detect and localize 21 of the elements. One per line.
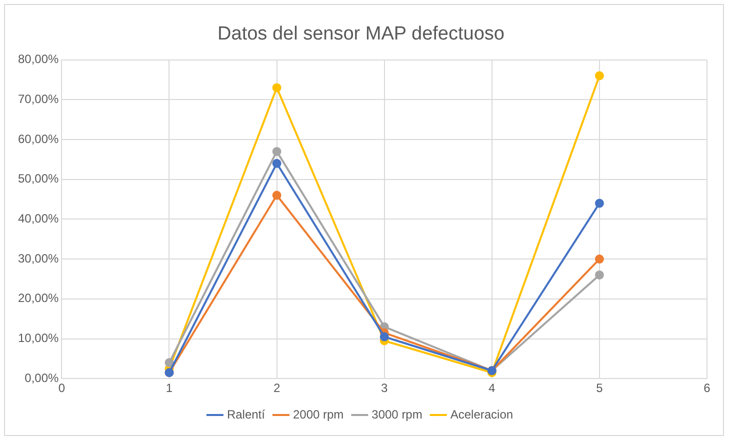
y-tick-label: 20,00% xyxy=(18,291,60,306)
x-tick-label: 1 xyxy=(166,381,173,396)
legend-label: Aceleracion xyxy=(450,407,514,422)
legend-label: 2000 rpm xyxy=(292,407,344,422)
y-tick-label: 80,00% xyxy=(18,52,60,66)
y-tick-label: 60,00% xyxy=(18,132,60,146)
y-tick-label: 10,00% xyxy=(18,331,60,346)
y-tick-label: 0,00% xyxy=(24,370,60,385)
x-tick-label: 3 xyxy=(381,381,388,396)
y-tick-label: 50,00% xyxy=(18,172,60,186)
x-tick-label: 6 xyxy=(704,381,711,396)
legend-label: Ralentí xyxy=(226,407,266,422)
y-tick-label: 40,00% xyxy=(18,212,60,226)
y-tick-label: 30,00% xyxy=(18,251,60,266)
chart-title: Datos del sensor MAP defectuoso xyxy=(218,24,504,45)
x-tick-label: 4 xyxy=(488,381,496,396)
x-tick-label: 0 xyxy=(58,381,66,396)
x-tick-label: 2 xyxy=(273,381,280,396)
x-tick-label: 5 xyxy=(596,381,604,396)
legend-label: 3000 rpm xyxy=(372,407,422,422)
y-tick-label: 70,00% xyxy=(18,92,60,106)
